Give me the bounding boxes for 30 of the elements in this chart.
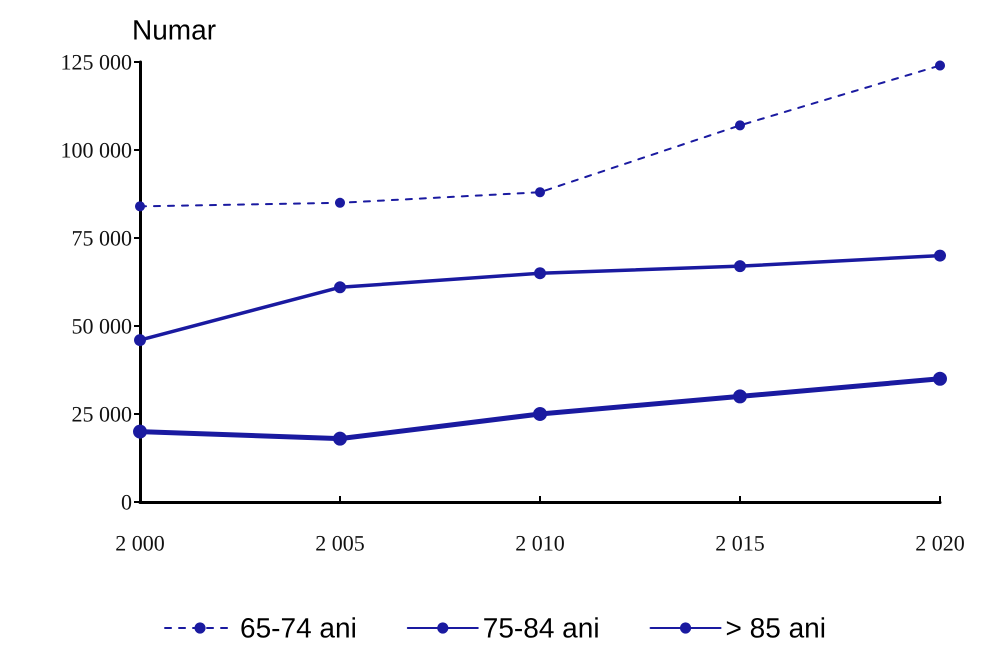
point xyxy=(534,267,546,280)
y-tick-label: 100 000 xyxy=(60,138,132,162)
y-tick-label: 125 000 xyxy=(60,50,132,74)
legend-label: > 85 ani xyxy=(726,612,826,644)
y-tick-label: 50 000 xyxy=(72,314,132,338)
legend-label: 75-84 ani xyxy=(482,612,600,644)
point xyxy=(133,424,147,439)
point xyxy=(335,198,345,208)
point xyxy=(735,120,745,130)
point xyxy=(734,260,746,272)
point xyxy=(533,407,547,421)
y-tick-label: 0 xyxy=(121,490,132,514)
point xyxy=(333,432,347,446)
legend-label: 65-74 ani xyxy=(240,612,357,644)
point xyxy=(135,201,145,212)
point xyxy=(933,372,947,386)
point xyxy=(935,60,945,71)
y-axis-title: Numar xyxy=(132,14,216,46)
point xyxy=(733,389,747,404)
x-tick-label: 2 015 xyxy=(715,530,765,556)
point xyxy=(134,334,146,346)
y-tick-label: 75 000 xyxy=(72,226,132,250)
point xyxy=(934,250,946,262)
y-tick-label: 25 000 xyxy=(72,402,132,426)
point xyxy=(535,187,545,198)
x-tick-label: 2 005 xyxy=(315,530,365,556)
point xyxy=(334,281,346,294)
x-tick-label: 2 020 xyxy=(915,530,965,556)
x-tick-label: 2 010 xyxy=(515,530,565,556)
x-tick-label: 2 000 xyxy=(115,530,165,556)
